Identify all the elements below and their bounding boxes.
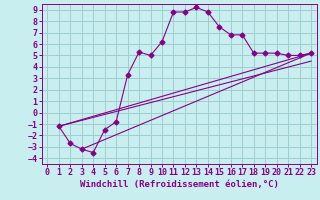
X-axis label: Windchill (Refroidissement éolien,°C): Windchill (Refroidissement éolien,°C) [80, 180, 279, 189]
